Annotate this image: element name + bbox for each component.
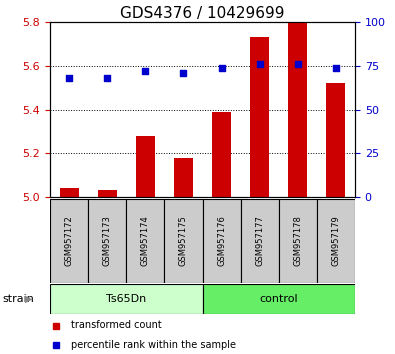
Text: GSM957173: GSM957173	[103, 216, 112, 267]
Point	[218, 65, 225, 70]
Point	[295, 61, 301, 67]
Bar	[60, 188, 79, 197]
Bar	[203, 284, 355, 314]
Text: GSM957172: GSM957172	[64, 216, 73, 266]
Bar	[212, 112, 231, 197]
Point	[66, 75, 72, 81]
Bar	[203, 199, 241, 283]
Bar	[126, 199, 164, 283]
Text: GSM957176: GSM957176	[217, 216, 226, 267]
Text: strain: strain	[2, 294, 34, 304]
Bar	[50, 284, 203, 314]
Title: GDS4376 / 10429699: GDS4376 / 10429699	[120, 6, 285, 21]
Text: GSM957178: GSM957178	[293, 216, 302, 267]
Point	[142, 68, 149, 74]
Bar	[164, 199, 203, 283]
Text: transformed count: transformed count	[71, 320, 162, 331]
Bar	[174, 158, 193, 197]
Point	[180, 70, 186, 76]
Bar	[326, 83, 346, 197]
Bar	[250, 37, 269, 197]
Text: percentile rank within the sample: percentile rank within the sample	[71, 339, 236, 349]
Point	[256, 61, 263, 67]
Text: GSM957175: GSM957175	[179, 216, 188, 266]
Bar	[50, 199, 88, 283]
Text: control: control	[260, 294, 298, 304]
Bar	[279, 199, 317, 283]
Bar	[88, 199, 126, 283]
Point	[104, 75, 110, 81]
Text: ▶: ▶	[24, 294, 32, 304]
Bar	[317, 199, 355, 283]
Bar	[98, 190, 117, 197]
Point	[333, 65, 339, 70]
Bar	[136, 136, 155, 197]
Bar	[288, 22, 307, 197]
Text: GSM957179: GSM957179	[331, 216, 340, 266]
Text: GSM957174: GSM957174	[141, 216, 150, 266]
Text: GSM957177: GSM957177	[255, 216, 264, 267]
Text: Ts65Dn: Ts65Dn	[106, 294, 147, 304]
Bar	[241, 199, 279, 283]
